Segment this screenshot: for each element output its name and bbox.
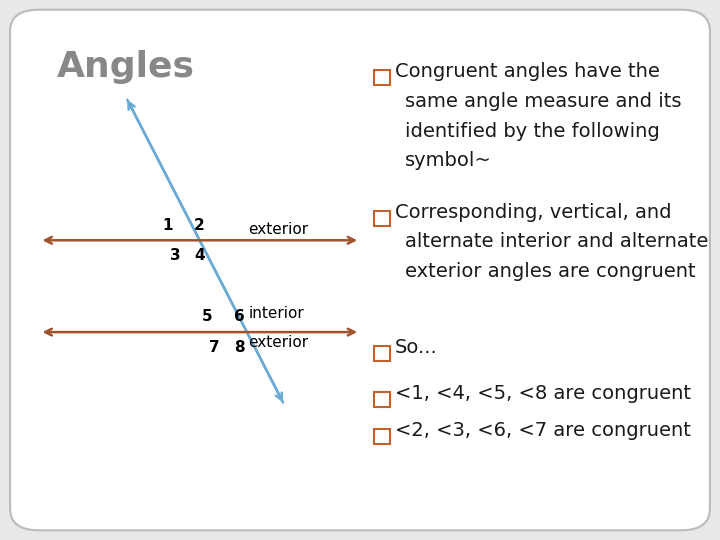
Text: 8: 8 — [234, 340, 244, 355]
Text: 5: 5 — [202, 309, 212, 325]
Text: interior: interior — [248, 306, 304, 321]
Text: identified by the following: identified by the following — [405, 122, 660, 141]
Text: 1: 1 — [163, 218, 173, 233]
Text: alternate interior and alternate: alternate interior and alternate — [405, 232, 708, 252]
Text: exterior angles are congruent: exterior angles are congruent — [405, 262, 696, 281]
Text: exterior: exterior — [248, 335, 309, 350]
Text: So...: So... — [395, 338, 437, 357]
Text: Congruent angles have the: Congruent angles have the — [395, 62, 660, 82]
Text: <2, <3, <6, <7 are congruent: <2, <3, <6, <7 are congruent — [395, 421, 690, 441]
FancyBboxPatch shape — [10, 10, 710, 530]
Text: 6: 6 — [234, 309, 244, 325]
Text: 7: 7 — [210, 340, 220, 355]
Text: same angle measure and its: same angle measure and its — [405, 92, 681, 111]
Text: <1, <4, <5, <8 are congruent: <1, <4, <5, <8 are congruent — [395, 383, 690, 403]
Text: 4: 4 — [194, 248, 204, 263]
Text: 3: 3 — [170, 248, 180, 263]
Text: symbol~: symbol~ — [405, 151, 491, 171]
Text: Corresponding, vertical, and: Corresponding, vertical, and — [395, 202, 671, 222]
Text: Angles: Angles — [57, 51, 195, 84]
Text: 2: 2 — [194, 218, 204, 233]
Text: exterior: exterior — [248, 222, 309, 237]
